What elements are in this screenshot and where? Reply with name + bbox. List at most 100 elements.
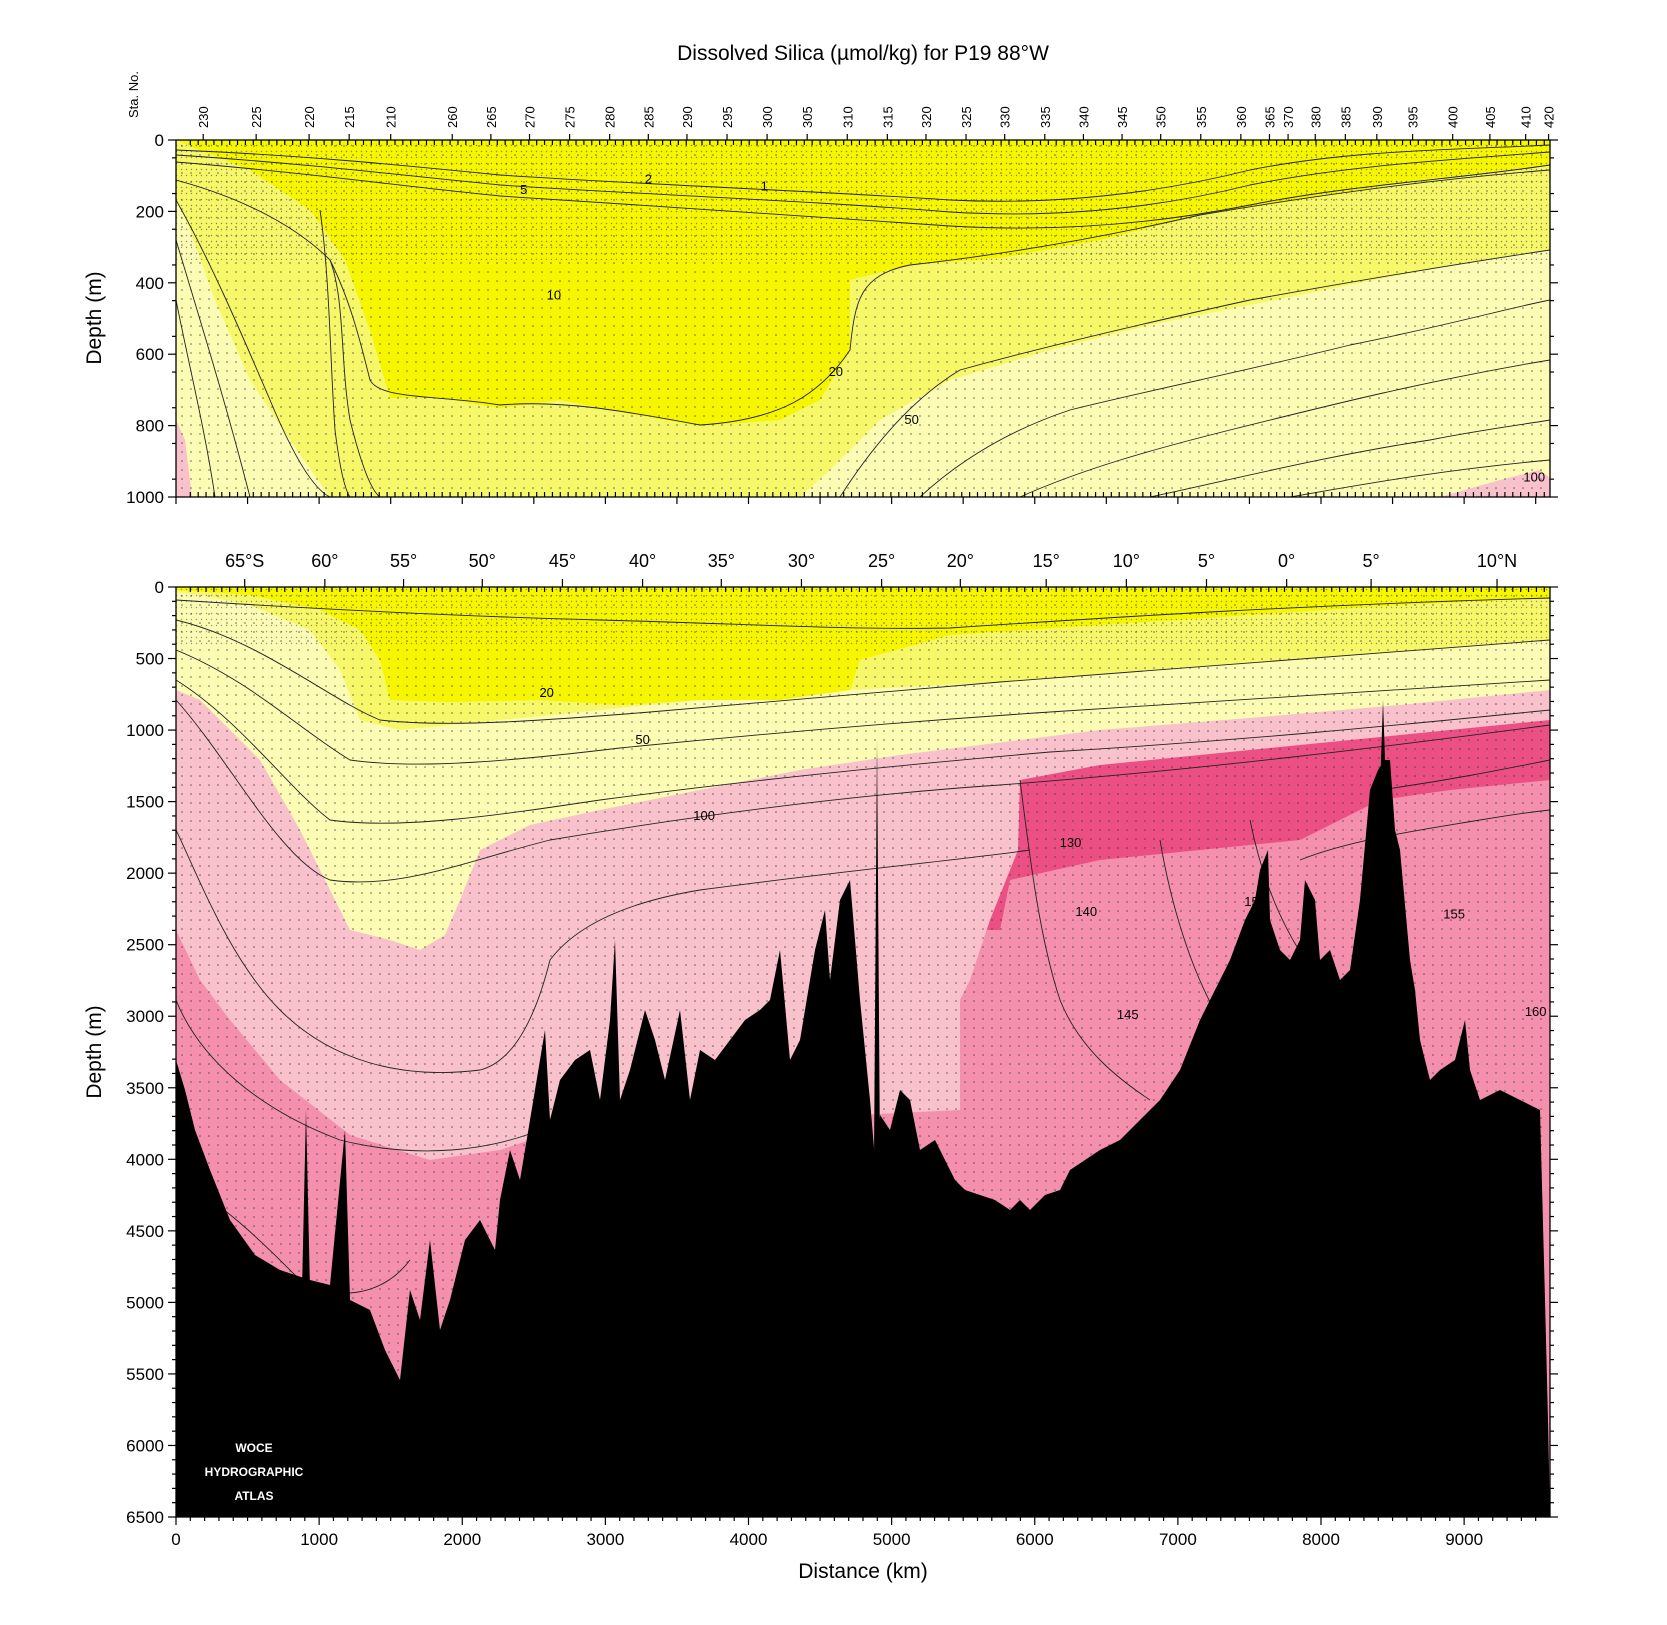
station-label: 260	[445, 106, 460, 128]
station-label: 285	[641, 106, 656, 128]
lower-contour-label: 50	[635, 732, 649, 747]
latitude-label: 0°	[1278, 551, 1295, 571]
station-label: 405	[1483, 106, 1498, 128]
station-label: 395	[1406, 106, 1421, 128]
upper-y-tick-label: 600	[136, 345, 164, 364]
x-tick-label: 9000	[1445, 1530, 1483, 1549]
lower-contour-label: 130	[1060, 835, 1082, 850]
station-label: 300	[760, 106, 775, 128]
x-tick-label: 6000	[1016, 1530, 1054, 1549]
latitude-label: 45°	[549, 551, 576, 571]
station-label: 350	[1154, 106, 1169, 128]
lower-sample-dots-dense	[176, 587, 1550, 647]
distance-axis: 0 1000 2000 3000 4000 5000 6000 7000 8000 9000	[171, 497, 1537, 1549]
station-label: 225	[249, 106, 264, 128]
lower-contour-label: 140	[1075, 904, 1097, 919]
latitude-label: 25°	[868, 551, 895, 571]
latitude-label: 55°	[390, 551, 417, 571]
lower-panel: WOCE HYDROGRAPHIC ATLAS 0 500 1000 1500 2000…	[83, 497, 1558, 1583]
upper-y-tick-label: 400	[136, 274, 164, 293]
station-label: 355	[1194, 106, 1209, 128]
station-label: 290	[680, 106, 695, 128]
station-label: 330	[998, 106, 1013, 128]
station-label: 210	[384, 106, 399, 128]
station-label: 275	[563, 106, 578, 128]
lower-contour-labels: 20 50 100 130 140 150 155 145 160	[539, 685, 1546, 1022]
x-tick-label: 4000	[730, 1530, 768, 1549]
upper-contour-label: 1	[761, 178, 768, 193]
upper-contour-label: 2	[645, 171, 652, 186]
lower-y-tick-label: 5500	[126, 1365, 164, 1384]
lower-contour-label: 100	[693, 808, 715, 823]
upper-sample-dots-dense	[176, 140, 1550, 260]
x-tick-label: 7000	[1159, 1530, 1197, 1549]
lower-y-tick-label: 1500	[126, 793, 164, 812]
latitude-label: 5°	[1362, 551, 1379, 571]
woce-logo: WOCE HYDROGRAPHIC ATLAS	[205, 1441, 304, 1503]
station-label: 265	[484, 106, 499, 128]
lower-contour-label: 150	[1244, 894, 1266, 909]
station-axis: 230 225 220 215 210 260 265 270 275 280 285 290 295 3…	[189, 106, 1557, 497]
station-label: 220	[302, 106, 317, 128]
station-label: 370	[1281, 106, 1296, 128]
lower-contour-label: 155	[1443, 907, 1465, 922]
lower-y-tick-label: 6000	[126, 1436, 164, 1455]
upper-field	[176, 140, 1550, 497]
station-label: 295	[720, 106, 735, 128]
upper-y-axis-title: Depth (m)	[83, 271, 106, 364]
station-label: 320	[919, 106, 934, 128]
lower-y-tick-label: 0	[155, 578, 164, 597]
latitude-label: 10°N	[1477, 551, 1517, 571]
station-label: 335	[1038, 106, 1053, 128]
upper-contours	[176, 144, 1550, 497]
station-label: 230	[196, 106, 211, 128]
lower-field: WOCE HYDROGRAPHIC ATLAS	[176, 587, 1550, 1517]
logo-line-3: ATLAS	[234, 1489, 273, 1503]
latitude-label: 30°	[788, 551, 815, 571]
station-label: 360	[1234, 106, 1249, 128]
station-label: 380	[1308, 106, 1323, 128]
x-tick-label: 1000	[300, 1530, 338, 1549]
x-tick-label: 5000	[873, 1530, 911, 1549]
bathymetry	[176, 760, 1550, 1517]
upper-contour-label: 20	[829, 364, 843, 379]
seamount-spike	[1380, 700, 1386, 790]
station-label: 390	[1370, 106, 1385, 128]
upper-y-tick-label: 0	[155, 131, 164, 150]
lower-y-tick-label: 500	[136, 650, 164, 669]
latitude-label: 40°	[629, 551, 656, 571]
lower-y-tick-label: 2000	[126, 864, 164, 883]
latitude-label: 65°S	[225, 551, 264, 571]
latitude-label: 50°	[469, 551, 496, 571]
x-tick-label: 8000	[1302, 1530, 1340, 1549]
lower-y-tick-label: 5000	[126, 1293, 164, 1312]
lower-y-tick-label: 1000	[126, 721, 164, 740]
lower-y-tick-label: 2500	[126, 936, 164, 955]
station-label: 340	[1076, 106, 1091, 128]
x-axis-title: Distance (km)	[798, 1560, 928, 1583]
latitude-label: 15°	[1033, 551, 1060, 571]
station-label: 305	[800, 106, 815, 128]
upper-contour-label: 10	[547, 287, 561, 302]
latitude-label: 60°	[311, 551, 338, 571]
station-label: 215	[342, 106, 357, 128]
latitude-axis: 65°S 60° 55° 50° 45° 40° 35° 30° 25° 20° 15° 10° 5° 0…	[189, 551, 1545, 592]
station-label: 280	[603, 106, 618, 128]
upper-y-tick-label: 800	[136, 417, 164, 436]
upper-contour-label: 5	[520, 182, 527, 197]
lower-y-axis-title: Depth (m)	[83, 1005, 106, 1098]
station-label: 345	[1115, 106, 1130, 128]
latitude-label: 10°	[1113, 551, 1140, 571]
lower-y-tick-label: 4000	[126, 1150, 164, 1169]
station-label: 400	[1446, 106, 1461, 128]
station-label: 420	[1542, 106, 1557, 128]
logo-line-1: WOCE	[235, 1441, 272, 1455]
upper-y-axis: 0 200 400 600 800 1000	[126, 131, 1558, 507]
station-label: 270	[523, 106, 538, 128]
lower-contour-label: 145	[1117, 1007, 1139, 1022]
lower-y-tick-label: 4500	[126, 1222, 164, 1241]
latitude-label: 5°	[1198, 551, 1215, 571]
upper-contour-labels: 5 2 1 10 20 50 100	[520, 171, 1545, 484]
